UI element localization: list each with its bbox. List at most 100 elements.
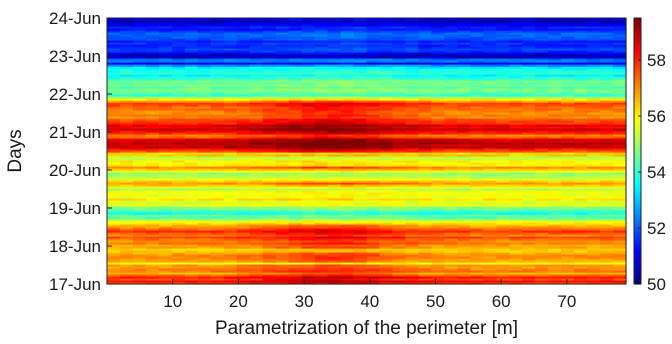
heatmap-cell [301,272,316,275]
heatmap-cell [366,174,381,177]
heatmap-cell [145,248,160,251]
heatmap-cell [457,74,471,77]
heatmap-cell [301,128,316,131]
heatmap-cell [509,210,523,213]
heatmap-cell [496,252,510,255]
heatmap-cell [288,256,303,259]
heatmap-cell [613,280,627,283]
heatmap-cell [470,224,484,227]
heatmap-cell [561,206,575,209]
heatmap-cell [158,198,173,201]
heatmap-cell [483,62,497,65]
heatmap-cell [210,64,225,67]
heatmap-cell [236,34,251,37]
heatmap-cell [158,192,173,195]
heatmap-cell [600,120,614,123]
heatmap-cell [522,68,536,71]
heatmap-cell [405,204,419,207]
heatmap-cell [119,52,134,55]
heatmap-cell [340,230,355,233]
heatmap-cell [340,160,355,163]
heatmap-cell [548,134,562,137]
heatmap-cell [405,178,419,181]
heatmap-cell [223,276,238,279]
heatmap-cell [587,110,601,113]
heatmap-cell [600,52,614,55]
heatmap-cell [444,176,458,179]
heatmap-cell [353,250,368,253]
heatmap-cell [119,148,134,151]
heatmap-cell [119,72,134,75]
heatmap-cell [107,214,121,217]
heatmap-cell [613,84,627,87]
heatmap-cell [236,152,251,155]
heatmap-cell [132,230,147,233]
heatmap-cell [327,158,342,161]
heatmap-cell [184,120,199,123]
heatmap-cell [132,260,147,263]
heatmap-cell [431,166,445,169]
heatmap-cell [574,254,588,257]
heatmap-cell [327,214,342,217]
heatmap-cell [275,158,290,161]
heatmap-cell [405,44,419,47]
heatmap-cell [405,48,419,51]
heatmap-cell [184,158,199,161]
heatmap-cell [132,92,147,95]
heatmap-cell [210,160,225,163]
heatmap-cell [522,258,536,261]
heatmap-cell [522,244,536,247]
heatmap-cell [145,108,160,111]
heatmap-cell [587,66,601,69]
heatmap-cell [522,132,536,135]
heatmap-cell [379,76,394,79]
heatmap-cell [613,282,627,285]
heatmap-cell [587,228,601,231]
heatmap-cell [457,130,471,133]
heatmap-cell [327,198,342,201]
heatmap-cell [418,62,432,65]
heatmap-cell [262,126,277,129]
heatmap-cell [223,100,238,103]
heatmap-cell [288,222,303,225]
heatmap-cell [535,122,549,125]
heatmap-cell [132,202,147,205]
heatmap-cell [587,224,601,227]
heatmap-cell [431,46,445,49]
heatmap-cell [197,152,212,155]
heatmap-cell [600,112,614,115]
heatmap-cell [379,68,394,71]
heatmap-cell [535,118,549,121]
heatmap-cell [223,130,238,133]
heatmap-cell [574,274,588,277]
heatmap-cell [392,176,407,179]
heatmap-cell [158,36,173,39]
heatmap-cell [107,158,121,161]
heatmap-cell [392,248,407,251]
heatmap-cell [366,112,381,115]
heatmap-cell [119,82,134,85]
heatmap-cell [184,190,199,193]
heatmap-cell [249,94,264,97]
heatmap-cell [340,210,355,213]
heatmap-cell [288,282,303,285]
heatmap-cell [107,156,121,159]
heatmap-cell [107,90,121,93]
heatmap-cell [483,48,497,51]
heatmap-cell [107,260,121,263]
heatmap-cell [405,60,419,63]
heatmap-cell [340,46,355,49]
heatmap-cell [275,176,290,179]
heatmap-cell [132,56,147,59]
heatmap-cell [587,168,601,171]
heatmap-cell [561,50,575,53]
heatmap-cell [509,58,523,61]
heatmap-cell [275,58,290,61]
heatmap-cell [197,68,212,71]
heatmap-cell [119,178,134,181]
heatmap-cell [288,224,303,227]
heatmap-cell [171,150,186,153]
heatmap-cell [107,246,121,249]
heatmap-cell [210,62,225,65]
heatmap-cell [314,60,329,63]
